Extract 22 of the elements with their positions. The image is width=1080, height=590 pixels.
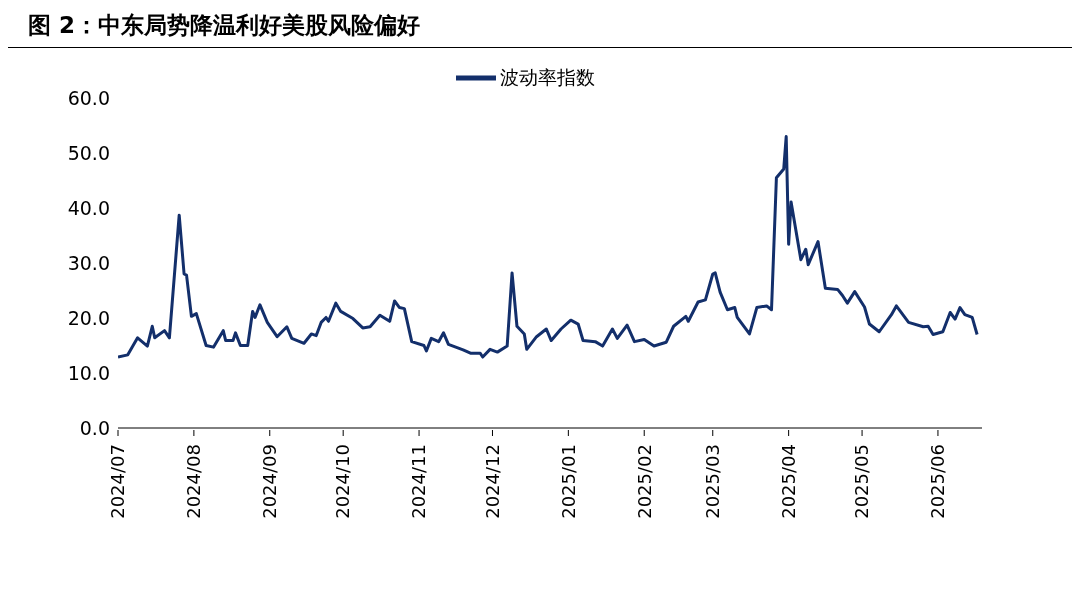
x-tick-label: 2024/08 — [183, 444, 205, 519]
y-tick-label: 40.0 — [67, 196, 110, 219]
y-tick-label: 50.0 — [67, 141, 110, 164]
x-tick-label: 2025/02 — [633, 444, 655, 519]
line-series — [118, 135, 979, 359]
x-tick-label: 2025/04 — [777, 444, 799, 519]
x-tick-label: 2025/03 — [702, 444, 724, 519]
x-tick-label: 2024/07 — [107, 444, 129, 519]
chart-title: 图 2：中东局势降温利好美股风险偏好 — [8, 8, 1072, 48]
x-tick-label: 2024/11 — [408, 444, 430, 519]
y-tick-label: 10.0 — [67, 361, 110, 384]
legend-label: 波动率指数 — [499, 65, 595, 88]
x-tick-label: 2024/10 — [332, 444, 354, 519]
y-tick-label: 60.0 — [67, 86, 110, 109]
y-tick-label: 20.0 — [67, 306, 110, 329]
x-tick-label: 2024/09 — [259, 444, 281, 519]
x-tick-label: 2025/06 — [927, 444, 949, 519]
x-tick-label: 2025/05 — [851, 444, 873, 519]
y-tick-label: 30.0 — [67, 251, 110, 274]
y-tick-label: 0.0 — [79, 416, 110, 439]
x-tick-label: 2024/12 — [481, 444, 503, 519]
x-tick-label: 2025/01 — [557, 444, 579, 519]
